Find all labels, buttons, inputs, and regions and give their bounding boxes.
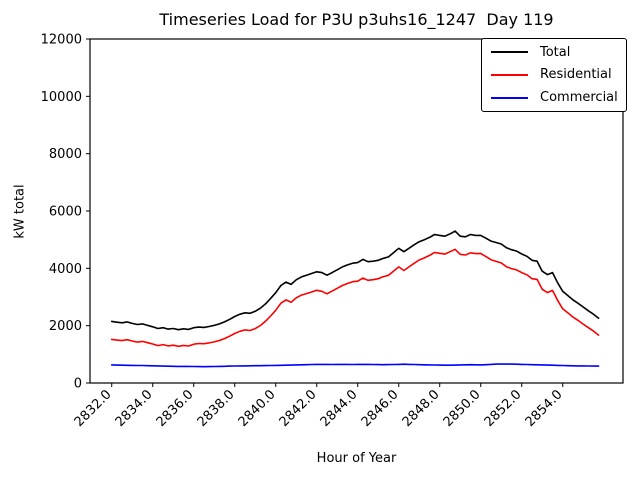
x-tick-label: 2844.0 <box>318 387 361 430</box>
x-tick-label: 2848.0 <box>400 387 443 430</box>
series-line-commercial <box>110 363 600 368</box>
x-tick-label: 2838.0 <box>195 387 238 430</box>
x-tick-label: 2846.0 <box>359 387 402 430</box>
legend-item-residential: Residential <box>482 67 626 82</box>
x-tick-label: 2850.0 <box>441 387 484 430</box>
x-axis-label: Hour of Year <box>316 451 397 466</box>
chart-title: Timeseries Load for P3U p3uhs16_1247 Day… <box>159 10 554 29</box>
y-tick-label: 0 <box>74 377 82 392</box>
legend-label-residential: Residential <box>540 67 612 83</box>
legend-label-total: Total <box>540 44 571 60</box>
y-tick-label: 12000 <box>41 33 82 48</box>
series-line-residential <box>110 248 600 348</box>
y-tick-label: 4000 <box>49 262 82 277</box>
total-line-swatch <box>491 51 528 54</box>
x-tick-label: 2840.0 <box>236 387 279 430</box>
y-tick-label: 6000 <box>49 205 82 220</box>
residential-line-swatch <box>491 73 528 76</box>
y-axis-label: kW total <box>12 184 28 239</box>
x-tick-label: 2842.0 <box>277 387 320 430</box>
x-tick-label: 2836.0 <box>154 387 197 430</box>
y-tick-label: 8000 <box>49 147 82 162</box>
y-tick-label: 10000 <box>41 90 82 105</box>
x-tick-label: 2854.0 <box>523 387 566 430</box>
y-tick-label: 2000 <box>49 319 82 334</box>
legend: Total Residential Commercial <box>481 38 627 112</box>
x-tick-label: 2834.0 <box>113 387 156 430</box>
x-tick-label: 2832.0 <box>72 387 115 430</box>
x-tick-label: 2852.0 <box>482 387 525 430</box>
legend-item-total: Total <box>482 45 626 60</box>
commercial-line-swatch <box>491 96 528 99</box>
legend-item-commercial: Commercial <box>482 90 626 105</box>
series-line-total <box>110 230 600 331</box>
legend-label-commercial: Commercial <box>540 90 618 106</box>
